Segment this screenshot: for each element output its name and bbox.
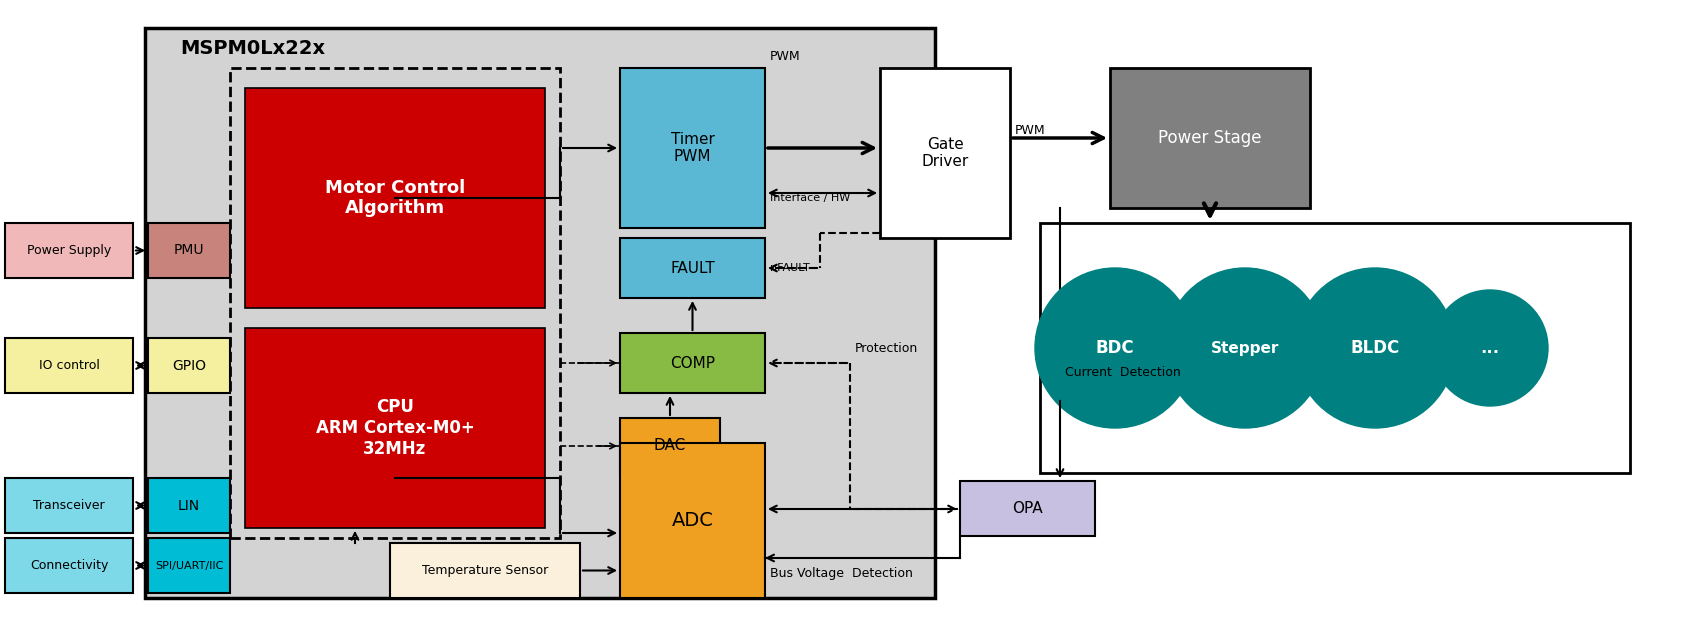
- FancyBboxPatch shape: [620, 418, 721, 473]
- FancyBboxPatch shape: [148, 223, 231, 278]
- Text: Interface / HW: Interface / HW: [770, 193, 850, 203]
- Text: Stepper: Stepper: [1211, 340, 1280, 355]
- FancyBboxPatch shape: [148, 538, 231, 593]
- Text: PWM: PWM: [770, 50, 800, 63]
- FancyBboxPatch shape: [1041, 223, 1630, 473]
- FancyBboxPatch shape: [5, 338, 133, 393]
- Circle shape: [1165, 268, 1325, 428]
- Text: Current  Detection: Current Detection: [1064, 367, 1180, 379]
- Text: FAULT: FAULT: [670, 261, 716, 276]
- Text: MSPM0Lx22x: MSPM0Lx22x: [180, 39, 325, 58]
- Text: LIN: LIN: [179, 499, 200, 512]
- FancyBboxPatch shape: [881, 68, 1010, 238]
- FancyBboxPatch shape: [5, 478, 133, 533]
- FancyBboxPatch shape: [620, 238, 765, 298]
- Text: Motor Control
Algorithm: Motor Control Algorithm: [325, 178, 465, 217]
- Circle shape: [1036, 268, 1196, 428]
- Text: Protection: Protection: [855, 342, 918, 354]
- Text: OPA: OPA: [1012, 501, 1042, 516]
- Text: PMU: PMU: [173, 244, 204, 257]
- Text: IO control: IO control: [39, 359, 99, 372]
- Text: Power Supply: Power Supply: [27, 244, 111, 257]
- Text: DAC: DAC: [653, 438, 685, 453]
- FancyBboxPatch shape: [5, 538, 133, 593]
- FancyBboxPatch shape: [620, 68, 765, 228]
- FancyBboxPatch shape: [1110, 68, 1310, 208]
- Text: Transceiver: Transceiver: [34, 499, 104, 512]
- FancyBboxPatch shape: [148, 338, 231, 393]
- Text: nFAULT: nFAULT: [770, 263, 810, 273]
- Circle shape: [1431, 290, 1548, 406]
- FancyBboxPatch shape: [391, 543, 579, 598]
- Text: Timer
PWM: Timer PWM: [670, 132, 714, 164]
- Text: ADC: ADC: [672, 511, 714, 530]
- Text: COMP: COMP: [670, 355, 716, 371]
- Text: ...: ...: [1480, 339, 1499, 357]
- Text: Temperature Sensor: Temperature Sensor: [423, 564, 547, 577]
- Text: CPU
ARM Cortex-M0+
32MHz: CPU ARM Cortex-M0+ 32MHz: [315, 398, 475, 458]
- Text: Power Stage: Power Stage: [1159, 129, 1261, 147]
- FancyBboxPatch shape: [244, 328, 546, 528]
- FancyBboxPatch shape: [960, 481, 1095, 536]
- Text: Bus Voltage  Detection: Bus Voltage Detection: [770, 566, 913, 580]
- Text: BDC: BDC: [1096, 339, 1135, 357]
- FancyBboxPatch shape: [148, 478, 231, 533]
- FancyBboxPatch shape: [244, 88, 546, 308]
- Circle shape: [1295, 268, 1455, 428]
- Text: Connectivity: Connectivity: [30, 559, 108, 572]
- FancyBboxPatch shape: [5, 223, 133, 278]
- FancyBboxPatch shape: [620, 443, 765, 598]
- FancyBboxPatch shape: [145, 28, 935, 598]
- Text: Gate
Driver: Gate Driver: [921, 137, 968, 169]
- Text: GPIO: GPIO: [172, 359, 205, 372]
- Text: PWM: PWM: [1015, 124, 1046, 138]
- Text: BLDC: BLDC: [1351, 339, 1399, 357]
- FancyBboxPatch shape: [620, 333, 765, 393]
- Text: SPI/UART/IIC: SPI/UART/IIC: [155, 561, 224, 570]
